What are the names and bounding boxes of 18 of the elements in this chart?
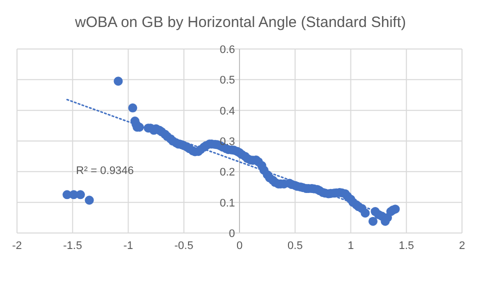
x-tick-label: -0.5 — [174, 240, 194, 252]
x-tick-label: -1 — [123, 240, 134, 252]
x-tick-label: 0.5 — [287, 240, 303, 252]
x-tick-label: 2 — [458, 240, 466, 252]
x-tick-label: 0 — [236, 240, 243, 252]
y-tick-label: 0.4 — [220, 105, 235, 118]
y-tick-label: 0.3 — [220, 136, 235, 148]
x-tick-label: -1.5 — [63, 240, 82, 252]
x-tick-label: 1.5 — [398, 240, 414, 252]
x-tick-label: -2 — [12, 240, 22, 252]
y-tick-label: 0.6 — [220, 44, 235, 56]
y-tick-label: 0 — [228, 228, 235, 240]
x-tick-label: 1 — [348, 240, 354, 252]
y-tick-label: 0.1 — [220, 197, 235, 210]
chart-title: wOBA on GB by Horizontal Angle (Standard Shift) — [74, 14, 407, 31]
y-tick-label: 0.5 — [220, 74, 235, 87]
y-tick-label: 0.2 — [220, 166, 235, 179]
annotation: R² = 0.9346 — [76, 165, 134, 177]
